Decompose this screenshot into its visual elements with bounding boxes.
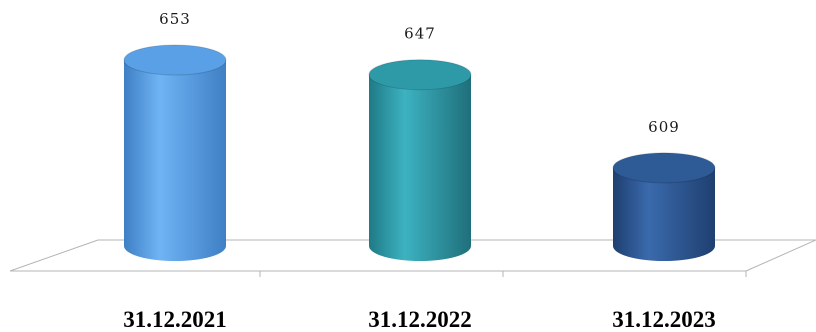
bar-body (613, 167, 715, 261)
category-label: 31.12.2021 (123, 307, 227, 332)
bar-2 (368, 59, 472, 261)
bar-body (369, 74, 471, 261)
bar-top (123, 44, 227, 76)
bar-3 (612, 152, 716, 261)
data-label: 647 (404, 25, 436, 43)
data-label: 653 (159, 10, 191, 28)
bar-body (124, 60, 226, 261)
bar-1 (123, 44, 227, 261)
bar-top (612, 152, 716, 184)
bar-top (368, 59, 472, 91)
data-label: 609 (648, 118, 680, 136)
category-label: 31.12.2022 (368, 307, 472, 332)
category-label: 31.12.2023 (612, 307, 716, 332)
